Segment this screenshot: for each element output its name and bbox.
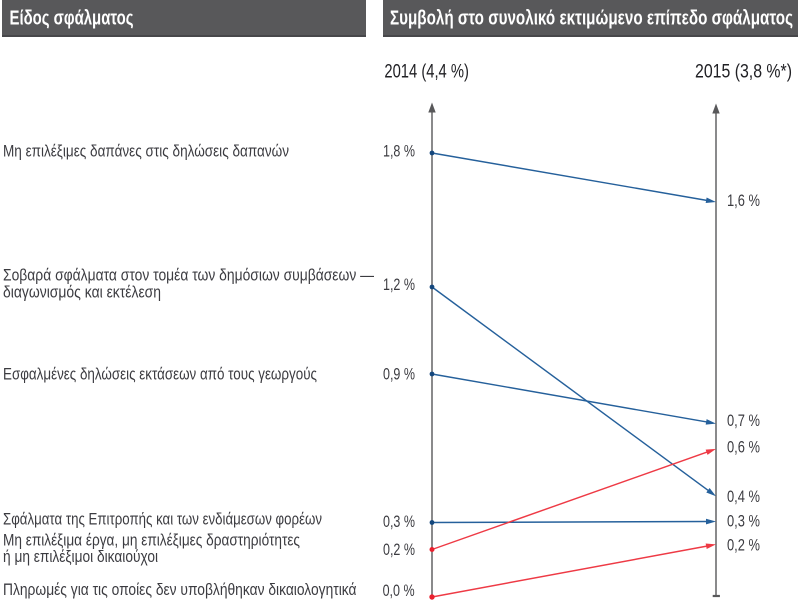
svg-text:2015 (3,8 %*): 2015 (3,8 %*) [695, 60, 792, 82]
svg-text:0,6 %: 0,6 % [727, 439, 760, 457]
svg-text:Μη επιλέξιμα έργα, μη επιλέξιμ: Μη επιλέξιμα έργα, μη επιλέξιμες δραστηρ… [3, 531, 300, 550]
svg-text:Συμβολή στο συνολικό εκτιμώμεν: Συμβολή στο συνολικό εκτιμώμενο επίπεδο … [390, 7, 793, 29]
svg-text:0,9 %: 0,9 % [383, 366, 415, 384]
svg-text:2014 (4,4 %): 2014 (4,4 %) [384, 60, 469, 82]
svg-text:1,8 %: 1,8 % [383, 143, 415, 161]
svg-text:0,2 %: 0,2 % [727, 536, 760, 554]
svg-text:0,2 %: 0,2 % [383, 541, 415, 559]
svg-text:0,7 %: 0,7 % [727, 412, 760, 430]
svg-text:Μη επιλέξιμες δαπάνες στις δηλ: Μη επιλέξιμες δαπάνες στις δηλώσεις δαπα… [3, 141, 289, 160]
svg-text:Πληρωμές για τις οποίες δεν υπ: Πληρωμές για τις οποίες δεν υποβλήθηκαν … [3, 580, 357, 599]
svg-text:διαγωνισμός και εκτέλεση: διαγωνισμός και εκτέλεση [3, 283, 161, 302]
svg-text:Εσφαλμένες δηλώσεις εκτάσεων α: Εσφαλμένες δηλώσεις εκτάσεων από τους γε… [3, 365, 317, 384]
svg-text:1,2 %: 1,2 % [383, 276, 415, 294]
svg-text:0,3 %: 0,3 % [727, 512, 760, 530]
svg-text:0,3 %: 0,3 % [383, 513, 415, 531]
svg-text:0,4 %: 0,4 % [727, 488, 760, 506]
svg-text:ή μη επιλέξιμοι δικαιούχοι: ή μη επιλέξιμοι δικαιούχοι [3, 547, 158, 566]
svg-text:0,0 %: 0,0 % [383, 582, 415, 600]
svg-text:Σφάλματα της Επιτροπής και των: Σφάλματα της Επιτροπής και των ενδιάμεσω… [3, 509, 322, 528]
svg-text:Είδος σφάλματος: Είδος σφάλματος [10, 7, 134, 29]
svg-text:Σοβαρά σφάλματα στον τομέα των: Σοβαρά σφάλματα στον τομέα των δημόσιων … [3, 266, 374, 285]
svg-text:1,6 %: 1,6 % [727, 192, 760, 210]
